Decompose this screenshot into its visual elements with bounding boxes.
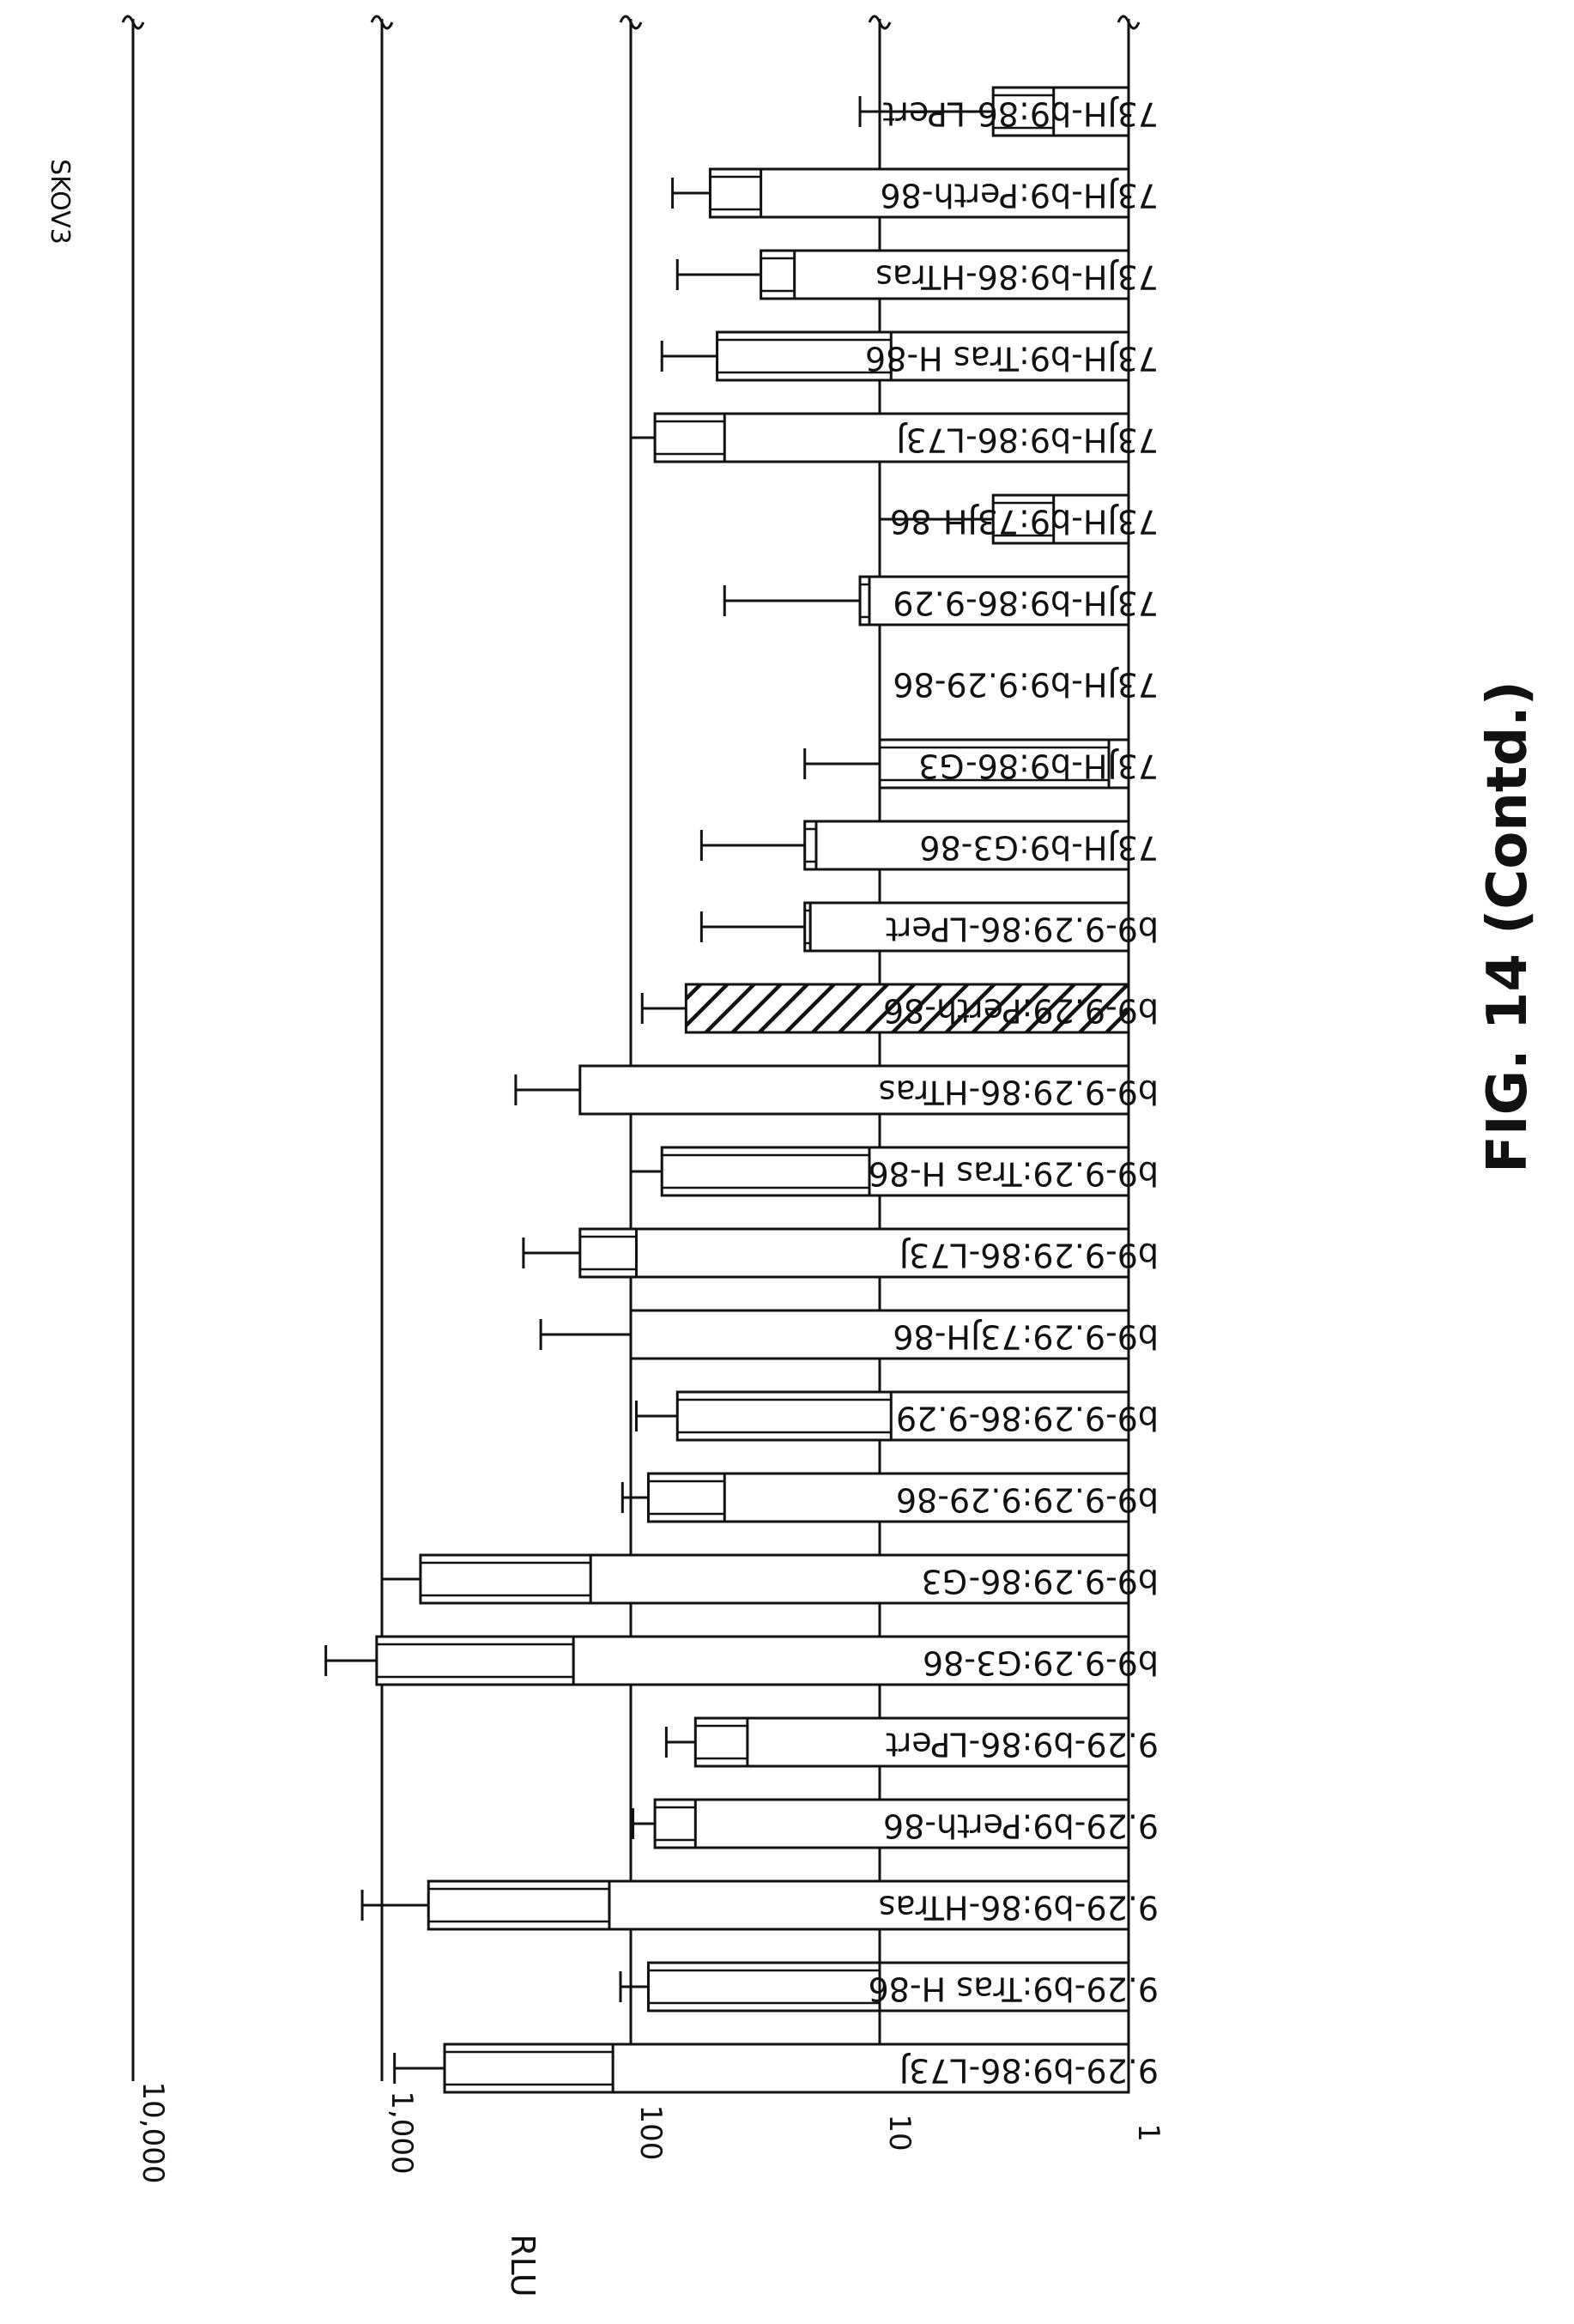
category-label: b9-9.29:86-LPert: [886, 911, 1159, 948]
category-label: 73JH-b9:9.29-86: [893, 666, 1159, 704]
category-label: 9.29-b9:86-L73J: [899, 2052, 1159, 2090]
bar: [653, 412, 1130, 463]
category-label: 73JH-b9:86-L73J: [896, 421, 1159, 459]
category-label: 73JH-b9:G3-86: [919, 829, 1159, 867]
category-label: b9-9.29:86-HTras: [879, 1074, 1159, 1111]
category-label: 9.29-b9:86-HTras: [879, 1889, 1159, 1927]
category-label: 73JH-b9:86-G3: [918, 747, 1159, 785]
category-label: b9-9.29:G3-86: [923, 1644, 1159, 1682]
category-label: b9-9.29:86-9.29: [896, 1400, 1159, 1437]
bar: [629, 1309, 1130, 1360]
bar: [578, 1064, 1130, 1116]
category-label: 73JH-b9:Perth-86: [880, 177, 1159, 215]
category-label: 9.29-b9:Perth-86: [883, 1807, 1159, 1845]
axis-break-mark: [370, 15, 394, 30]
category-label: 73JH-b9:86-9.29: [893, 584, 1159, 622]
axis-break-mark: [868, 15, 892, 30]
category-label: b9-9.29:86-L73J: [899, 1237, 1159, 1274]
bar: [578, 1227, 1130, 1279]
tick-label: 1,000: [384, 2091, 419, 2174]
category-label: b9-9.29:Tras H-86: [869, 1155, 1159, 1193]
category-label: b9-9.29:86-G3: [921, 1563, 1159, 1601]
figure-caption: FIG. 14 (Contd.): [1476, 681, 1540, 1173]
category-label: 9.29-b9:Tras H-86: [869, 1970, 1159, 2008]
bar: [858, 575, 1130, 626]
plot-area: 1 10 100 1,000 10,000 73JH-b9:86-LPert 73JH-b9…: [121, 15, 1165, 2184]
bar: [646, 1472, 1130, 1523]
axis-break-mark: [121, 15, 145, 30]
bar: [684, 983, 1130, 1034]
category-label: 73JH-b9:Tras H-86: [865, 340, 1159, 378]
tick-label: 10,000: [136, 2082, 170, 2184]
y-axis-label: RLU: [504, 2234, 542, 2297]
tick-label: 10: [882, 2114, 917, 2151]
bar: [653, 1798, 1130, 1849]
axis-break-mark: [1117, 15, 1141, 30]
chart-title: SKOV3: [45, 159, 75, 245]
tick-label: 100: [633, 2105, 668, 2161]
bar: [803, 901, 1130, 953]
category-label: b9-9.29:Perth-86: [883, 992, 1159, 1030]
category-label: 73JH-b9:86-LPert: [882, 95, 1159, 133]
category-label: 73JH-b9:86-HTras: [875, 258, 1159, 296]
category-label: b9-9.29:9.29-86: [896, 1481, 1159, 1519]
category-label: 73JH-b9:73JH-86: [890, 503, 1159, 541]
bar: [803, 820, 1130, 871]
category-label: b9-9.29:73JH-86: [893, 1318, 1159, 1356]
axis-break-mark: [619, 15, 643, 30]
tick-label: 1: [1131, 2123, 1165, 2142]
category-label: 9.29-b9:86-LPert: [886, 1726, 1159, 1764]
